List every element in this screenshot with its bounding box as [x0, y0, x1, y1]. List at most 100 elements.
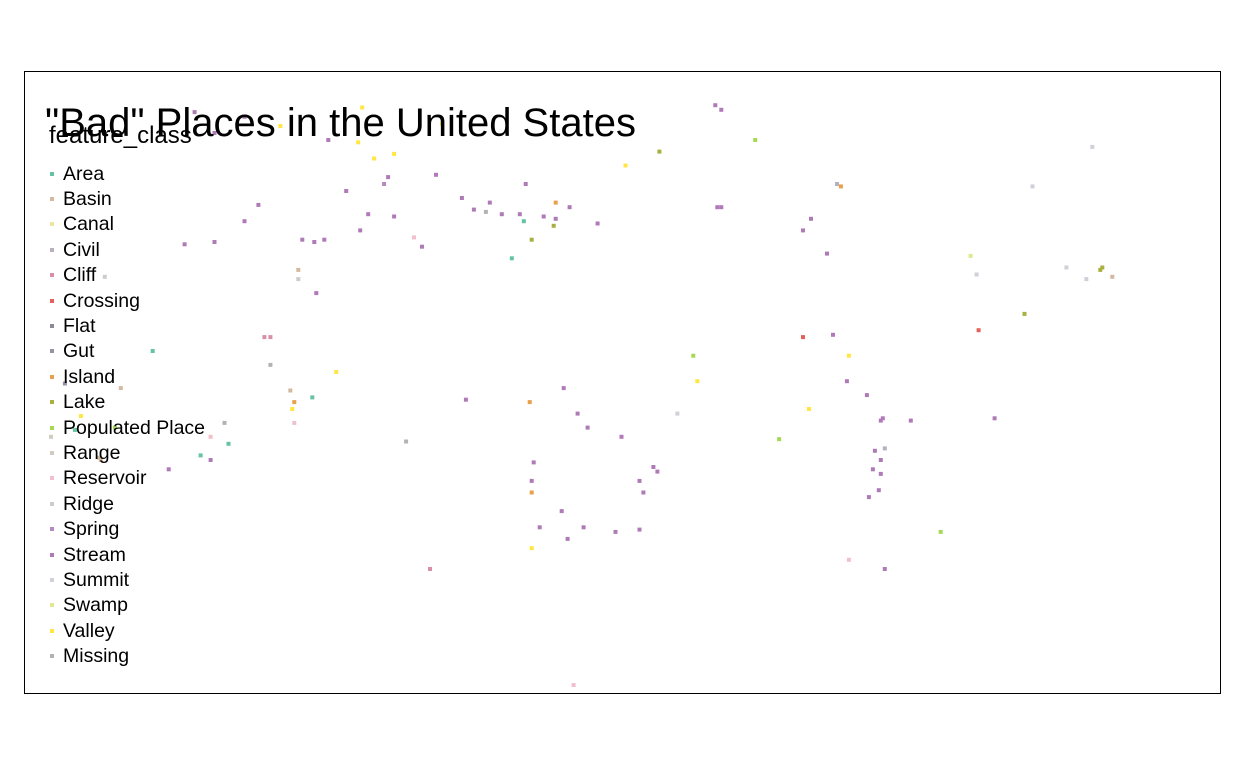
map-point-stream [882, 567, 887, 571]
map-point-populated-place [938, 529, 943, 534]
legend-key-swatch [50, 374, 54, 379]
map-point-stream [242, 219, 247, 224]
map-point-stream [487, 200, 492, 205]
map-point-island [553, 200, 558, 205]
map-point-stream [613, 529, 618, 534]
map-point-basin [296, 267, 301, 272]
map-point-basin [1110, 274, 1115, 279]
map-point-gut [62, 381, 67, 386]
legend-label: Missing [63, 645, 130, 668]
map-point-area [198, 453, 203, 458]
map-point-stream [537, 525, 542, 530]
map-point-stream [314, 291, 319, 296]
legend-label: Island [63, 365, 116, 388]
legend-item-area: Area [50, 161, 205, 186]
map-point-civil [835, 182, 839, 186]
map-point-island [527, 400, 532, 405]
legend-item-populated-place: Populated Place [50, 415, 205, 440]
legend-key-swatch [50, 476, 54, 481]
map-point-stream [655, 469, 660, 474]
map-point-populated-place [777, 437, 782, 442]
map-point-populated-place [753, 138, 758, 142]
map-title: "Bad" Places in the United States [45, 101, 636, 145]
map-point-valley [360, 105, 365, 110]
map-point-area [150, 349, 155, 353]
legend-item-swamp: Swamp [50, 593, 205, 618]
map-point-stream [559, 509, 564, 514]
legend-label: Valley [63, 619, 115, 642]
map-point-populated-place [691, 353, 696, 358]
map-point-lake [657, 149, 662, 154]
legend-key-swatch [50, 222, 54, 227]
map-point-stream [420, 244, 424, 249]
map-point-area [521, 219, 526, 224]
map-point-lake [1022, 311, 1027, 316]
map-point-valley [695, 379, 700, 384]
map-points [49, 103, 1115, 687]
map-point-crossing [801, 335, 805, 340]
legend-label: Summit [63, 568, 130, 591]
map-point-stream [870, 467, 875, 472]
legend-label: Populated Place [63, 416, 206, 439]
legend-label: Reservoir [63, 467, 147, 490]
map-point-stream [392, 214, 397, 219]
map-point-basin [288, 388, 293, 393]
map-point-island [292, 400, 297, 405]
map-point-stream [166, 467, 171, 472]
map-point-ridge [296, 277, 301, 282]
map-point-stream [434, 172, 438, 177]
legend-label: Lake [63, 391, 106, 414]
map-point-stream [523, 182, 528, 186]
map-point-stream [637, 478, 642, 483]
legend-item-spring: Spring [50, 516, 205, 541]
legend-key-swatch [50, 400, 54, 405]
map-point-stream [208, 458, 213, 462]
map-point-summit [1084, 277, 1089, 282]
legend-item-stream: Stream [50, 542, 205, 567]
map-point-stream [992, 416, 997, 421]
map-point-stream [876, 488, 881, 493]
map-point-valley [623, 163, 628, 168]
map-point-stream [529, 478, 534, 483]
map-point-reservoir [412, 235, 416, 240]
map-point-cliff [262, 335, 267, 340]
legend-label: Flat [63, 315, 96, 338]
map-point-crossing [976, 328, 981, 333]
map-point-cliff [428, 567, 432, 571]
legend-label: Crossing [63, 289, 140, 312]
map-point-area [226, 441, 231, 446]
map-point-missing [268, 362, 273, 367]
map-point-missing [483, 209, 488, 214]
map-point-reservoir [208, 434, 213, 439]
map-point-reservoir [571, 683, 576, 687]
map-point-valley [278, 124, 283, 129]
map-point-stream [192, 110, 197, 115]
map-point-valley [529, 546, 534, 551]
map-point-stream [831, 332, 835, 337]
map-point-stream [256, 202, 261, 207]
legend-key-swatch [50, 527, 54, 532]
legend-label: Basin [63, 188, 112, 211]
legend-key-swatch [50, 425, 54, 430]
map-point-island [838, 184, 843, 189]
map-point-spring [382, 182, 387, 186]
map-point-stream [242, 114, 247, 119]
legend-key-swatch [50, 501, 54, 506]
legend-label: Cliff [63, 264, 97, 287]
legend-key-swatch [50, 298, 54, 303]
legend-key-swatch [50, 552, 54, 557]
map-point-valley [807, 407, 811, 411]
map-point-summit [1030, 184, 1035, 189]
map-point-stream [312, 240, 317, 244]
map-point-stream [386, 175, 391, 180]
map-panel [24, 71, 1221, 694]
legend-key-swatch [50, 628, 54, 633]
legend-item-range: Range [50, 440, 205, 465]
map-point-stream [541, 214, 546, 219]
legend-key-swatch [50, 349, 54, 354]
map-point-stream [719, 107, 724, 112]
legend-item-basin: Basin [50, 186, 205, 211]
map-point-stream [463, 397, 468, 402]
legend-label: Civil [63, 238, 100, 261]
legend-item-summit: Summit [50, 567, 205, 592]
